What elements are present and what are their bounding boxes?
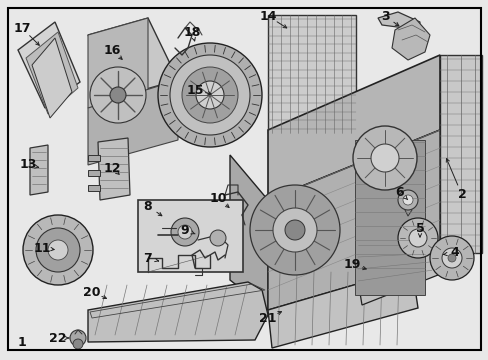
Circle shape	[196, 81, 224, 109]
Bar	[439, 55, 481, 253]
Text: 11: 11	[33, 242, 51, 255]
Polygon shape	[267, 268, 417, 348]
Text: 3: 3	[380, 9, 388, 22]
Polygon shape	[88, 282, 267, 342]
Bar	[267, 15, 355, 133]
Text: 20: 20	[83, 285, 101, 298]
Polygon shape	[88, 155, 100, 161]
Circle shape	[441, 248, 461, 268]
Circle shape	[397, 190, 417, 210]
Text: 1: 1	[18, 336, 26, 348]
Circle shape	[352, 126, 416, 190]
Bar	[354, 140, 424, 295]
Text: 22: 22	[49, 332, 67, 345]
Text: 2: 2	[457, 189, 466, 202]
Text: 15: 15	[186, 84, 203, 96]
Text: 8: 8	[143, 199, 152, 212]
Polygon shape	[88, 170, 100, 176]
Circle shape	[249, 185, 339, 275]
Text: 12: 12	[103, 162, 121, 175]
Circle shape	[397, 218, 437, 258]
Polygon shape	[98, 138, 130, 200]
Polygon shape	[88, 18, 178, 97]
Polygon shape	[354, 232, 437, 305]
Circle shape	[209, 230, 225, 246]
Polygon shape	[26, 32, 78, 114]
Polygon shape	[391, 18, 429, 60]
Polygon shape	[32, 38, 72, 118]
Polygon shape	[18, 22, 80, 108]
Text: 7: 7	[143, 252, 152, 265]
Polygon shape	[229, 155, 267, 310]
Polygon shape	[88, 185, 100, 191]
Circle shape	[48, 240, 68, 260]
Circle shape	[285, 220, 305, 240]
Circle shape	[370, 144, 398, 172]
Circle shape	[402, 195, 412, 205]
Circle shape	[110, 87, 126, 103]
Text: 19: 19	[343, 258, 360, 271]
Circle shape	[90, 67, 146, 123]
Text: 9: 9	[181, 224, 189, 237]
Polygon shape	[88, 18, 148, 108]
Polygon shape	[267, 55, 439, 200]
Polygon shape	[377, 12, 419, 35]
Polygon shape	[88, 80, 178, 165]
Text: 14: 14	[259, 9, 276, 22]
Text: 17: 17	[13, 22, 31, 35]
Circle shape	[158, 43, 262, 147]
Circle shape	[182, 67, 238, 123]
Polygon shape	[30, 145, 48, 195]
Polygon shape	[267, 130, 439, 310]
Circle shape	[272, 208, 316, 252]
Circle shape	[170, 55, 249, 135]
Circle shape	[429, 236, 473, 280]
Circle shape	[408, 229, 426, 247]
Bar	[138, 200, 243, 272]
Text: 4: 4	[450, 247, 458, 260]
Text: 21: 21	[259, 311, 276, 324]
Text: 13: 13	[19, 158, 37, 171]
Circle shape	[73, 339, 83, 349]
Circle shape	[36, 228, 80, 272]
Circle shape	[447, 254, 455, 262]
Text: 10: 10	[209, 192, 226, 204]
Text: 5: 5	[415, 221, 424, 234]
Text: 18: 18	[183, 26, 200, 39]
Text: 6: 6	[395, 185, 404, 198]
Text: 16: 16	[103, 44, 121, 57]
Circle shape	[23, 215, 93, 285]
Circle shape	[178, 225, 192, 239]
Circle shape	[171, 218, 199, 246]
Circle shape	[70, 330, 86, 346]
